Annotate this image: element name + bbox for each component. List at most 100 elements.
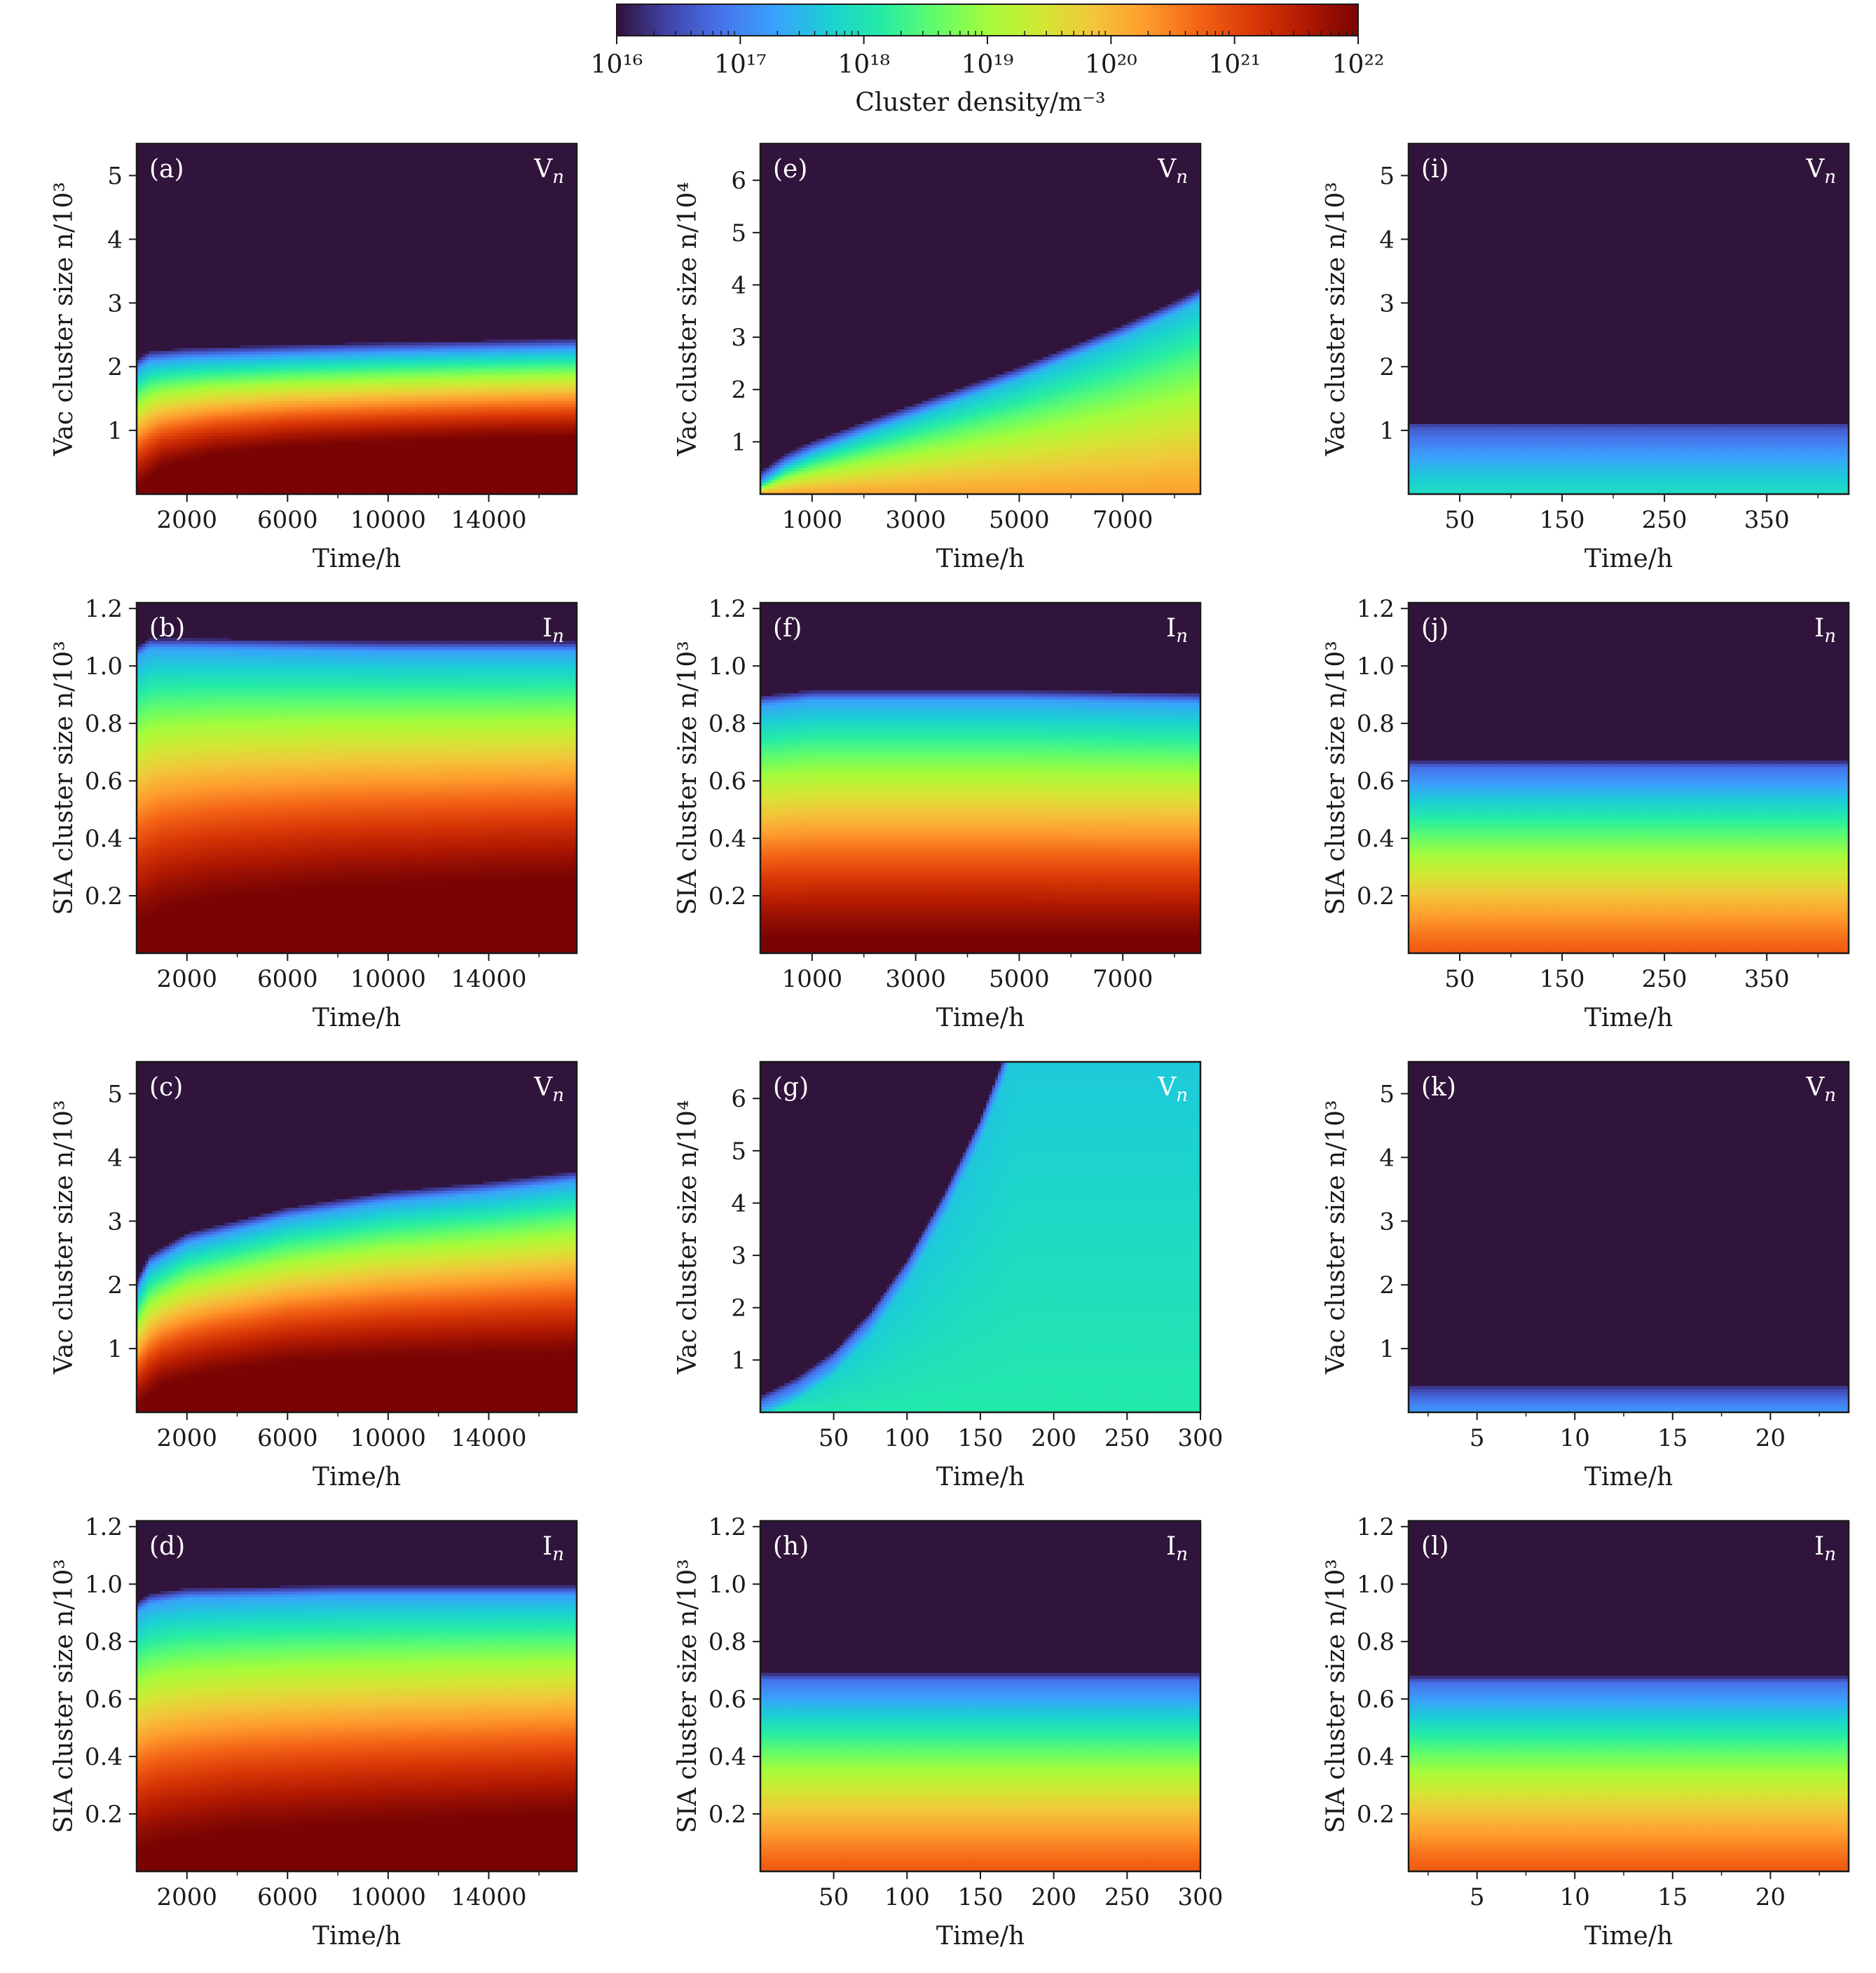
heatmap-cell — [404, 395, 407, 398]
heatmap-cell — [310, 453, 313, 457]
heatmap-cell — [304, 489, 308, 492]
heatmap-cell — [301, 418, 304, 422]
heatmap-cell — [351, 442, 355, 445]
heatmap-cell — [366, 459, 369, 463]
heatmap-cell — [210, 465, 214, 468]
heatmap-cell — [231, 447, 234, 451]
heatmap-cell — [289, 369, 293, 372]
heatmap-cell — [371, 369, 375, 372]
heatmap-cell — [196, 421, 199, 425]
heatmap-cell — [228, 459, 231, 463]
heatmap-cell — [362, 416, 366, 419]
heatmap-cell — [225, 462, 228, 465]
heatmap-cell — [248, 471, 252, 475]
heatmap-cell — [193, 395, 196, 398]
heatmap-cell — [295, 412, 299, 416]
heatmap-cell — [272, 404, 275, 407]
heatmap-cell — [193, 477, 196, 480]
heatmap-cell — [357, 427, 360, 430]
heatmap-cell — [319, 451, 322, 454]
heatmap-cell — [275, 477, 278, 480]
heatmap-cell — [392, 377, 395, 381]
heatmap-cell — [178, 427, 182, 430]
heatmap-cell — [348, 354, 351, 357]
heatmap-cell — [398, 369, 402, 372]
heatmap-cell — [357, 360, 360, 363]
heatmap-cell — [416, 401, 419, 404]
heatmap-cell — [210, 479, 214, 483]
heatmap-cell — [260, 366, 263, 369]
heatmap-cell — [213, 489, 217, 492]
heatmap-cell — [319, 357, 322, 360]
heatmap-cell — [310, 471, 313, 475]
heatmap-cell — [345, 342, 348, 346]
heatmap-cell — [342, 374, 345, 378]
heatmap-cell — [322, 381, 325, 384]
heatmap-cell — [275, 366, 278, 369]
heatmap-cell — [339, 486, 343, 489]
heatmap-cell — [201, 468, 205, 472]
heatmap-cell — [151, 360, 155, 363]
heatmap-cell — [398, 471, 402, 475]
heatmap-cell — [310, 351, 313, 355]
heatmap-cell — [334, 468, 337, 472]
heatmap-cell — [242, 383, 246, 387]
heatmap-cell — [257, 392, 261, 395]
heatmap-cell — [278, 421, 281, 425]
heatmap-cell — [287, 447, 290, 451]
heatmap-cell — [287, 465, 290, 468]
heatmap-cell — [322, 377, 325, 381]
heatmap-cell — [301, 447, 304, 451]
heatmap-cell — [207, 404, 210, 407]
heatmap-cell — [409, 389, 413, 392]
heatmap-cell — [242, 474, 246, 477]
heatmap-cell — [245, 346, 249, 349]
heatmap-cell — [266, 418, 269, 422]
heatmap-cell — [219, 421, 222, 425]
heatmap-cell — [263, 351, 266, 355]
heatmap-cell — [366, 412, 369, 416]
heatmap-cell — [357, 371, 360, 375]
heatmap-cell — [228, 439, 231, 442]
heatmap-cell — [142, 395, 146, 398]
heatmap-cell — [334, 398, 337, 402]
heatmap-cell — [157, 404, 160, 407]
heatmap-cell — [324, 486, 328, 489]
heatmap-cell — [283, 401, 287, 404]
heatmap-cell — [210, 357, 214, 360]
heatmap-cell — [357, 489, 360, 492]
heatmap-cell — [304, 421, 308, 425]
heatmap-cell — [163, 418, 167, 422]
heatmap-cell — [287, 404, 290, 407]
heatmap-cell — [142, 453, 146, 457]
heatmap-cell — [228, 407, 231, 410]
heatmap-cell — [178, 453, 182, 457]
heatmap-cell — [272, 442, 275, 445]
heatmap-cell — [260, 392, 263, 395]
heatmap-cell — [149, 409, 152, 413]
heatmap-cell — [263, 374, 266, 378]
heatmap-cell — [213, 444, 217, 448]
heatmap-cell — [154, 477, 158, 480]
heatmap-cell — [251, 357, 254, 360]
heatmap-cell — [257, 468, 261, 472]
heatmap-cell — [409, 407, 413, 410]
heatmap-cell — [221, 474, 225, 477]
heatmap-cell — [319, 433, 322, 437]
heatmap-cell — [198, 366, 202, 369]
heatmap-cell — [351, 357, 355, 360]
heatmap-cell — [157, 412, 160, 416]
heatmap-cell — [336, 489, 340, 492]
heatmap-cell — [287, 421, 290, 425]
heatmap-cell — [322, 471, 325, 475]
heatmap-cell — [404, 348, 407, 352]
heatmap-cell — [401, 381, 404, 384]
heatmap-cell — [416, 453, 419, 457]
heatmap-cell — [357, 459, 360, 463]
heatmap-cell — [360, 489, 363, 492]
heatmap-cell — [304, 486, 308, 489]
heatmap-cell — [257, 416, 261, 419]
heatmap-cell — [406, 395, 410, 398]
heatmap-cell — [189, 468, 193, 472]
